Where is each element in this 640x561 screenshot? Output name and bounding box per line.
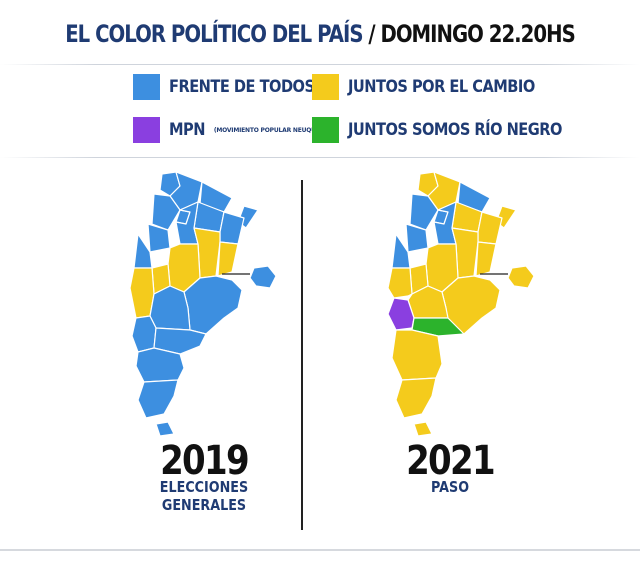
legend-label: JUNTOS SOMOS RÍO NEGRO bbox=[348, 120, 562, 140]
legend-sublabel: (MOVIMIENTO POPULAR NEUQUINO) bbox=[213, 126, 331, 134]
page-title: EL COLOR POLÍTICO DEL PAÍS / DOMINGO 22.… bbox=[58, 20, 583, 48]
year-2019: 2019 bbox=[160, 438, 250, 484]
province-rio-negro bbox=[411, 317, 465, 337]
province-tierra-del-fuego bbox=[413, 421, 433, 437]
malvinas-islands bbox=[507, 265, 535, 289]
legend-swatch-juntos-somos-rio-negro bbox=[312, 117, 339, 143]
legend-label: MPN bbox=[169, 120, 205, 140]
legend-label: FRENTE DE TODOS bbox=[169, 77, 315, 97]
title-main: EL COLOR POLÍTICO DEL PAÍS bbox=[65, 20, 363, 48]
province-catamarca bbox=[151, 193, 181, 231]
legend-item-juntos-por-el-cambio: JUNTOS POR EL CAMBIO bbox=[312, 74, 565, 100]
province-chubut bbox=[391, 329, 443, 381]
caption-line-1: PASO bbox=[430, 478, 470, 496]
title-separator: / bbox=[368, 20, 375, 48]
province-tierra-del-fuego bbox=[155, 421, 175, 437]
province-entre-rios bbox=[475, 241, 497, 277]
title-time: DOMINGO 22.20HS bbox=[380, 20, 575, 48]
caption-2019: ELECCIONES GENERALES bbox=[119, 478, 289, 514]
caption-2021: PASO bbox=[365, 478, 535, 496]
province-entre-rios bbox=[217, 241, 239, 277]
legend-item-juntos-somos-rio-negro: JUNTOS SOMOS RÍO NEGRO bbox=[312, 117, 597, 143]
legend-divider bbox=[0, 157, 640, 158]
province-la-pampa bbox=[149, 285, 191, 331]
province-mendoza bbox=[387, 267, 413, 299]
caption-line-1: ELECCIONES bbox=[159, 478, 249, 496]
legend-swatch-juntos-por-el-cambio bbox=[312, 74, 339, 100]
legend-item-frente-de-todos: FRENTE DE TODOS bbox=[133, 74, 338, 100]
province-santa-cruz bbox=[395, 377, 437, 419]
footer-divider bbox=[0, 549, 640, 551]
legend-label: JUNTOS POR EL CAMBIO bbox=[348, 77, 535, 97]
province-santa-cruz bbox=[137, 379, 179, 419]
malvinas-islands bbox=[249, 265, 277, 289]
map-divider bbox=[301, 180, 303, 530]
province-catamarca bbox=[409, 193, 439, 231]
map-2019 bbox=[129, 171, 277, 437]
legend-item-mpn: MPN (MOVIMIENTO POPULAR NEUQUINO) bbox=[133, 117, 330, 143]
province-neuquen bbox=[131, 315, 157, 353]
province-corrientes bbox=[477, 211, 503, 245]
map-2021 bbox=[387, 171, 535, 437]
province-buenos-aires bbox=[183, 275, 243, 335]
header-divider bbox=[0, 64, 640, 65]
caption-line-2: GENERALES bbox=[161, 496, 247, 514]
legend-swatch-frente-de-todos bbox=[133, 74, 160, 100]
province-chubut bbox=[135, 347, 185, 383]
province-corrientes bbox=[219, 211, 245, 245]
legend-swatch-mpn bbox=[133, 117, 160, 143]
year-2021: 2021 bbox=[406, 438, 496, 484]
